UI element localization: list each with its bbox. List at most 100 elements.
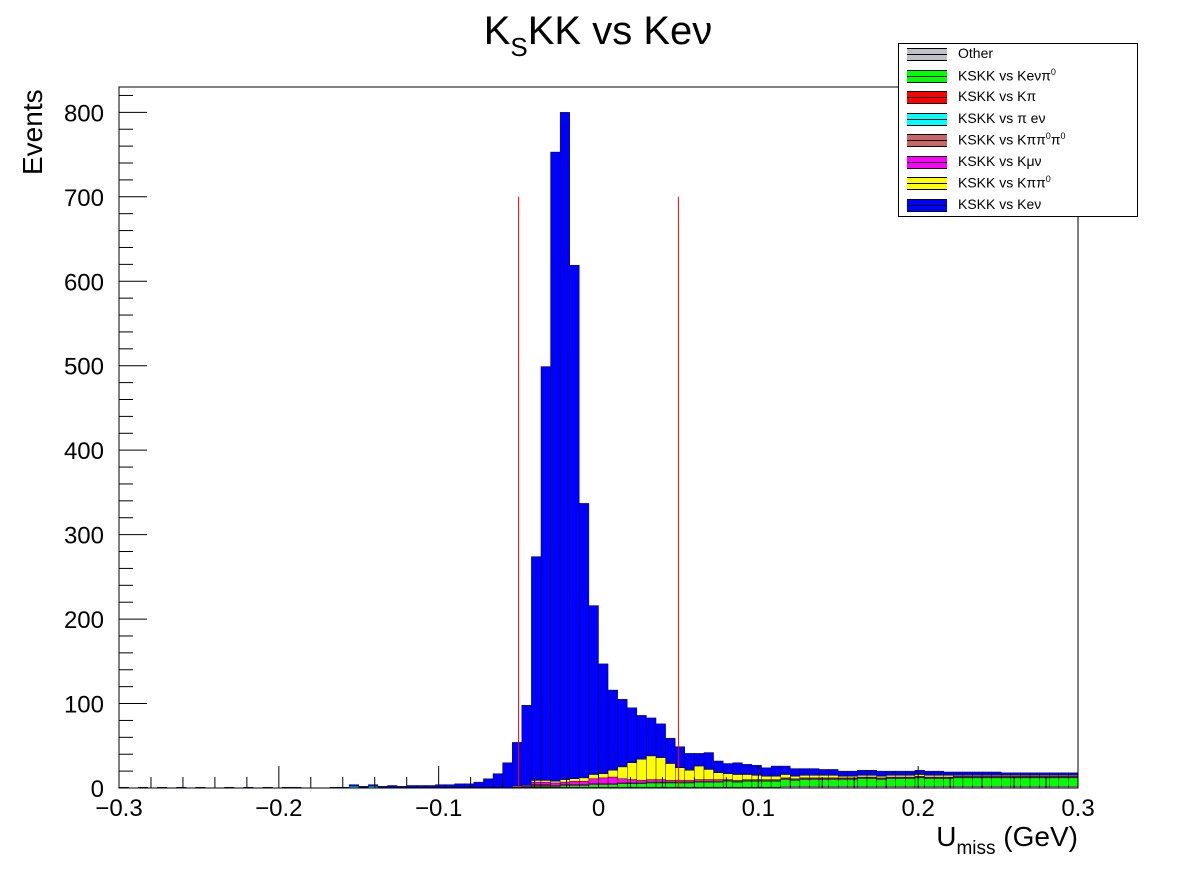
bar-kskk-vs-ke--85 bbox=[933, 770, 944, 776]
x-tick-label-0: −0.3 bbox=[95, 795, 142, 822]
bar-kskk-vs-k--56 bbox=[655, 779, 666, 783]
bar-kskk-vs-ke--88 bbox=[962, 771, 973, 776]
x-tick-label-1: −0.2 bbox=[255, 795, 302, 822]
x-tick-label-5: 0.2 bbox=[901, 795, 934, 822]
bar-kskk-vs-k--62 bbox=[713, 779, 724, 782]
bar-kskk-vs-ke-0-92 bbox=[1001, 777, 1012, 787]
legend-item: Other bbox=[899, 44, 1137, 66]
bar-kskk-vs-ke--32 bbox=[425, 785, 436, 788]
bar-kskk-vs-ke-0-77 bbox=[857, 778, 868, 787]
bar-kskk-vs-k--44 bbox=[540, 781, 551, 785]
y-tick-label-8: 800 bbox=[64, 100, 104, 127]
bar-kskk-vs-k--60 bbox=[694, 779, 705, 782]
bar-kskk-vs-ke--87 bbox=[953, 771, 964, 776]
bar-kskk-vs-ke--39 bbox=[492, 773, 503, 788]
legend-label: KSKK vs Kμν bbox=[958, 152, 1042, 169]
x-axis-ticks: −0.3 −0.2 −0.1 0 0.1 0.2 0.3 bbox=[95, 766, 1095, 822]
bar-kskk-vs-ke--75 bbox=[838, 770, 849, 777]
x-tick-label-6: 0.3 bbox=[1061, 795, 1094, 822]
bar-kskk-vs-k-0-81 bbox=[895, 775, 906, 778]
bar-kskk-vs-ke--27 bbox=[377, 786, 388, 788]
bar-kskk-vs-k-0-44 bbox=[540, 780, 551, 783]
bar-kskk-vs-ke-0-90 bbox=[981, 777, 992, 787]
bar-kskk-vs-ke-0-76 bbox=[847, 779, 858, 787]
x-tick-label-3: 0 bbox=[592, 795, 605, 822]
bar-kskk-vs-ke--60 bbox=[694, 753, 705, 767]
bar-kskk-vs-k-0-71 bbox=[799, 775, 810, 779]
bar-kskk-vs-k-0-61 bbox=[703, 769, 714, 780]
x-axis-label-subscript: miss bbox=[956, 838, 995, 859]
bar-kskk-vs-ke--71 bbox=[799, 768, 810, 776]
bar-kskk-vs-ke--59 bbox=[684, 753, 695, 771]
legend-label: KSKK vs Keν bbox=[958, 195, 1042, 212]
bar-kskk-vs-ke-0-46 bbox=[559, 785, 570, 788]
bar-kskk-vs-ke-0-82 bbox=[905, 778, 916, 787]
bar-kskk-vs-k-0-79 bbox=[876, 775, 887, 779]
bar-kskk-vs-ke--89 bbox=[972, 771, 983, 776]
bar-kskk-vs-k--54 bbox=[636, 780, 647, 784]
bar-kskk-vs-ke-0-64 bbox=[732, 781, 743, 788]
bar-kskk-vs-ke-0-80 bbox=[886, 778, 896, 787]
bar-kskk-vs-k--59 bbox=[684, 780, 695, 783]
legend-label: KSKK vs Kπ bbox=[958, 88, 1037, 104]
bar-kskk-vs-k--47 bbox=[569, 781, 580, 785]
bar-kskk-vs-ke--74 bbox=[828, 769, 839, 776]
bar-kskk-vs-ke--98 bbox=[1058, 772, 1069, 776]
bar-kskk-vs-k-0-59 bbox=[684, 770, 695, 781]
bar-kskk-vs-ke--51 bbox=[607, 689, 618, 771]
bar-kskk-vs-ke--84 bbox=[924, 770, 935, 776]
bar-kskk-vs-ke-0-57 bbox=[665, 782, 676, 788]
bar-kskk-vs-ke--54 bbox=[636, 715, 647, 760]
legend-label: KSKK vs Kππ0π0 bbox=[958, 131, 1066, 148]
legend: Other KSKK vs Keνπ0 KSKK vs Kπ KSKK vs π eν… bbox=[898, 43, 1138, 217]
bar-kskk-vs-ke-0-98 bbox=[1058, 777, 1069, 787]
y-tick-label-4: 400 bbox=[64, 438, 104, 465]
bar-kskk-vs-ke--62 bbox=[713, 760, 724, 773]
bar-kskk-vs-ke-0-99 bbox=[1068, 777, 1079, 787]
bar-kskk-vs-ke-0-97 bbox=[1049, 777, 1060, 787]
bar-kskk-vs-ke--31 bbox=[416, 785, 427, 788]
y-tick-label-5: 500 bbox=[64, 354, 104, 381]
bar-kskk-vs-ke-0-94 bbox=[1020, 777, 1031, 787]
bar-kskk-vs-ke--34 bbox=[444, 784, 455, 788]
bar-kskk-vs-ke--68 bbox=[770, 765, 781, 777]
bar-kskk-vs-ke-0-78 bbox=[866, 778, 877, 787]
bar-kskk-vs-k-0-84 bbox=[924, 775, 935, 778]
bar-kskk-vs-k-0-45 bbox=[550, 781, 561, 784]
bar-kskk-vs-k-0-66 bbox=[751, 775, 762, 780]
bar-kskk-vs-ke-0-85 bbox=[933, 778, 944, 787]
bar-kskk-vs-ke--67 bbox=[761, 767, 772, 777]
legend-item: KSKK vs Kππ0 bbox=[899, 173, 1137, 195]
bar-kskk-vs-ke--48 bbox=[579, 503, 590, 779]
bar-kskk-vs-ke-0-61 bbox=[703, 781, 714, 788]
bar-kskk-vs-k-0-74 bbox=[828, 775, 839, 779]
bar-kskk-vs-ke-0-91 bbox=[991, 777, 1002, 787]
bar-kskk-vs-k--51 bbox=[607, 776, 618, 784]
bar-kskk-vs-k--45 bbox=[550, 782, 561, 786]
bar-kskk-vs-ke-0-74 bbox=[828, 779, 839, 787]
cut-lines bbox=[518, 196, 679, 788]
bar-kskk-vs-ke-0-71 bbox=[799, 779, 810, 787]
bar-kskk-vs-ke-0-49 bbox=[588, 784, 599, 788]
bar-kskk-vs-k-0-82 bbox=[905, 775, 916, 778]
bar-kskk-vs-k-0-86 bbox=[943, 775, 954, 778]
bar-kskk-vs-k--48 bbox=[579, 781, 590, 785]
y-tick-label-0: 0 bbox=[91, 776, 104, 803]
bar-kskk-vs-ke-0-54 bbox=[636, 783, 647, 788]
bar-kskk-vs-ke-0-83 bbox=[914, 777, 925, 787]
bar-kskk-vs-k-0-51 bbox=[607, 770, 618, 778]
chart-title-subscript: S bbox=[510, 32, 527, 62]
bar-kskk-vs-k--52 bbox=[617, 778, 628, 784]
bar-kskk-vs-ke-0-60 bbox=[694, 781, 705, 788]
bar-kskk-vs-ke--41 bbox=[511, 742, 522, 787]
bar-kskk-vs-k-0-50 bbox=[598, 773, 609, 779]
bar-kskk-vs-ke--91 bbox=[991, 771, 1002, 776]
legend-swatch bbox=[907, 112, 947, 126]
bar-kskk-vs-ke--96 bbox=[1039, 772, 1050, 776]
legend-label: KSKK vs π eν bbox=[958, 109, 1046, 126]
legend-swatch bbox=[907, 198, 947, 212]
bar-kskk-vs-k-0-73 bbox=[818, 775, 829, 779]
legend-label: KSKK vs Keνπ0 bbox=[958, 66, 1056, 84]
bar-kskk-vs-ke--61 bbox=[703, 752, 714, 770]
